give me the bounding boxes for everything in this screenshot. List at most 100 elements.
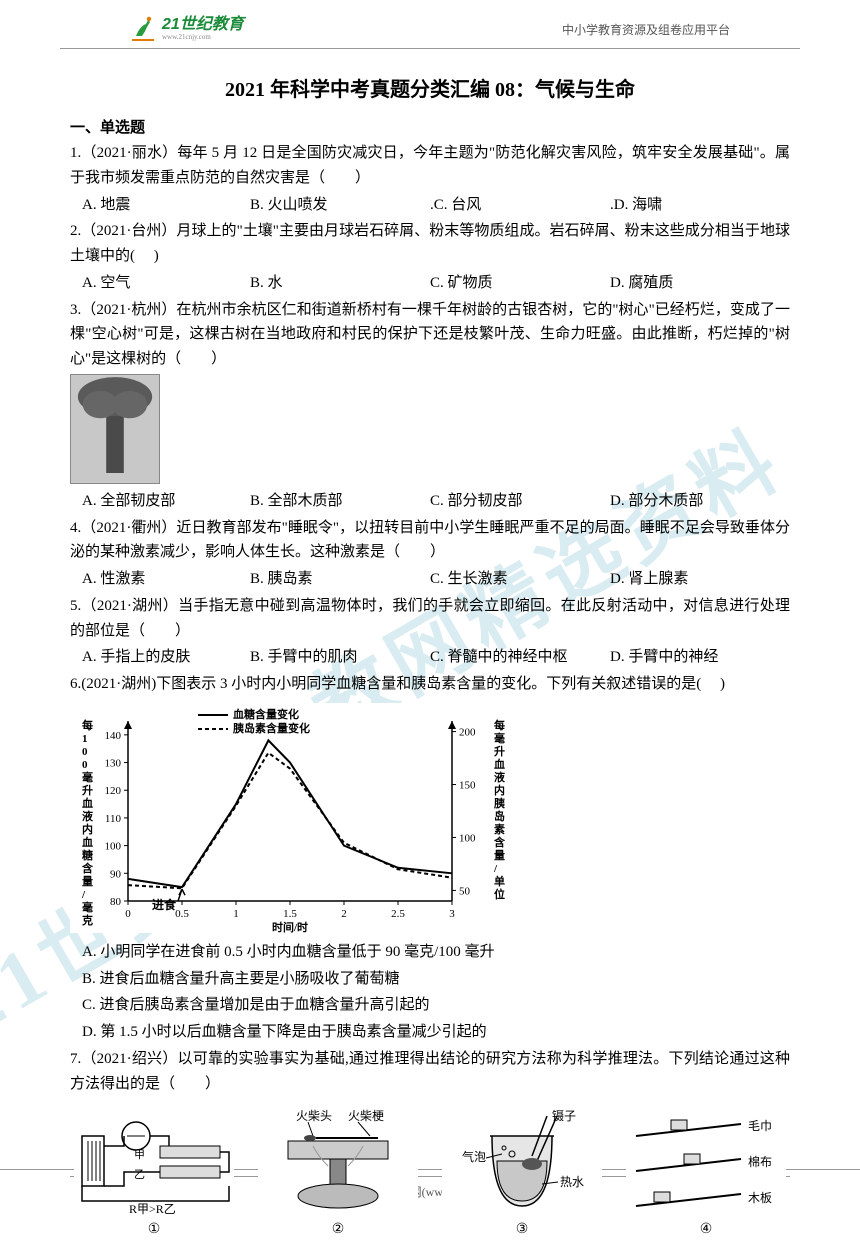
logo: 21世纪教育 www.21cnjy.com xyxy=(128,14,244,44)
diagram-3: 镊子 气泡 热水 ③ xyxy=(442,1106,602,1238)
diagram-4-label-a: 毛巾 xyxy=(748,1119,772,1133)
svg-text:液: 液 xyxy=(494,770,506,784)
svg-text:单: 单 xyxy=(494,874,505,888)
svg-text:克: 克 xyxy=(82,913,93,927)
diagram-1-label-a: 甲 xyxy=(134,1149,145,1161)
svg-text:0.5: 0.5 xyxy=(175,908,189,920)
svg-text:每: 每 xyxy=(494,718,505,732)
svg-text:0: 0 xyxy=(82,759,88,771)
diagram-4: 毛巾 棉布 木板 ④ xyxy=(626,1106,786,1238)
diagram-3-number: ③ xyxy=(442,1221,602,1238)
diagram-1-number: ① xyxy=(74,1221,234,1238)
diagram-1: 甲 乙 R甲>R乙 ① xyxy=(74,1106,234,1238)
svg-text:毫: 毫 xyxy=(82,770,93,784)
question-7-diagrams: 甲 乙 R甲>R乙 ① 火柴头 火柴梗 xyxy=(70,1106,790,1238)
question-2-options: A. 空气 B. 水 C. 矿物质 D. 腐殖质 xyxy=(70,271,790,296)
question-2-stem: 2.（2021·台州）月球上的"土壤"主要由月球岩石碎屑、粉末等物质组成。岩石碎… xyxy=(70,219,790,269)
svg-text:毫: 毫 xyxy=(82,900,93,914)
question-5-stem: 5.（2021·湖州）当手指无意中碰到高温物体时，我们的手就会立即缩回。在此反射… xyxy=(70,594,790,644)
q6-opt-c: C. 进食后胰岛素含量增加是由于血糖含量升高引起的 xyxy=(70,993,790,1018)
q2-opt-b: B. 水 xyxy=(250,271,430,296)
svg-text:2: 2 xyxy=(341,908,347,920)
q5-opt-a: A. 手指上的皮肤 xyxy=(70,645,250,670)
svg-text:含: 含 xyxy=(81,861,94,875)
svg-text:2.5: 2.5 xyxy=(391,908,405,920)
q3-opt-b: B. 全部木质部 xyxy=(250,489,430,514)
diagram-3-label-b: 气泡 xyxy=(462,1149,486,1164)
svg-text:200: 200 xyxy=(459,726,476,738)
diagram-1-label-b: 乙 xyxy=(134,1168,145,1181)
svg-text:1: 1 xyxy=(82,733,88,745)
svg-text:100: 100 xyxy=(459,832,476,844)
q3-opt-c: C. 部分韧皮部 xyxy=(430,489,610,514)
svg-text:1: 1 xyxy=(233,908,239,920)
svg-text:位: 位 xyxy=(494,887,505,901)
svg-text:0: 0 xyxy=(82,746,88,758)
svg-text:糖: 糖 xyxy=(82,848,93,862)
logo-url: www.21cnjy.com xyxy=(162,34,244,41)
diagram-3-label-c: 热水 xyxy=(560,1175,584,1189)
svg-text:液: 液 xyxy=(82,809,94,823)
q6-opt-d: D. 第 1.5 小时以后血糖含量下降是由于胰岛素含量减少引起的 xyxy=(70,1020,790,1045)
svg-text:1.5: 1.5 xyxy=(283,908,297,920)
svg-text:50: 50 xyxy=(459,885,471,897)
svg-text:血: 血 xyxy=(494,757,505,771)
q2-opt-c: C. 矿物质 xyxy=(430,271,610,296)
q5-opt-c: C. 脊髓中的神经中枢 xyxy=(430,645,610,670)
svg-text:100: 100 xyxy=(105,840,122,852)
diagram-4-label-b: 棉布 xyxy=(748,1155,772,1169)
svg-text:血: 血 xyxy=(82,796,93,810)
svg-text:血: 血 xyxy=(82,835,93,849)
svg-text:血糖含量变化: 血糖含量变化 xyxy=(233,707,299,721)
svg-text:时间/时: 时间/时 xyxy=(272,920,308,933)
q4-opt-d: D. 肾上腺素 xyxy=(610,567,790,592)
header-platform-text: 中小学教育资源及组卷应用平台 xyxy=(562,21,730,38)
diagram-2: 火柴头 火柴梗 ② xyxy=(258,1106,418,1238)
logo-runner-icon xyxy=(128,14,158,44)
question-6-stem: 6.(2021·湖州)下图表示 3 小时内小明同学血糖含量和胰岛素含量的变化。下… xyxy=(70,672,790,697)
diagram-1-caption: R甲>R乙 xyxy=(129,1202,176,1216)
q1-opt-c: .C. 台风 xyxy=(430,193,610,218)
question-1-stem: 1.（2021·丽水）每年 5 月 12 日是全国防灾减灾日，今年主题为"防范化… xyxy=(70,141,790,191)
q3-opt-a: A. 全部韧皮部 xyxy=(70,489,250,514)
svg-text:110: 110 xyxy=(105,813,122,825)
svg-text:内: 内 xyxy=(82,822,93,836)
q4-opt-c: C. 生长激素 xyxy=(430,567,610,592)
svg-text:120: 120 xyxy=(105,785,122,797)
page-content: 2021 年科学中考真题分类汇编 08：气候与生命 一、单选题 1.（2021·… xyxy=(0,49,860,1248)
q5-opt-b: B. 手臂中的肌肉 xyxy=(250,645,430,670)
q5-opt-d: D. 手臂中的神经 xyxy=(610,645,790,670)
svg-text:岛: 岛 xyxy=(494,809,505,823)
q6-opt-a: A. 小明同学在进食前 0.5 小时内血糖含量低于 90 毫克/100 毫升 xyxy=(70,940,790,965)
svg-text:150: 150 xyxy=(459,779,476,791)
svg-text:量: 量 xyxy=(494,849,505,862)
svg-text:130: 130 xyxy=(105,757,122,769)
svg-text:每: 每 xyxy=(82,718,93,732)
page-header: 21世纪教育 www.21cnjy.com 中小学教育资源及组卷应用平台 xyxy=(60,0,800,49)
question-3-options: A. 全部韧皮部 B. 全部木质部 C. 部分韧皮部 D. 部分木质部 xyxy=(70,489,790,514)
svg-text:升: 升 xyxy=(494,744,505,758)
q2-opt-d: D. 腐殖质 xyxy=(610,271,790,296)
logo-title: 21世纪教育 xyxy=(162,17,244,33)
question-3-stem: 3.（2021·杭州）在杭州市余杭区仁和街道新桥村有一棵千年树龄的古银杏树，它的… xyxy=(70,298,790,372)
diagram-2-label-a: 火柴头 xyxy=(296,1109,332,1123)
glucose-insulin-chart: 80901001101201301405010015020000.511.522… xyxy=(70,703,510,933)
q2-opt-a: A. 空气 xyxy=(70,271,250,296)
diagram-2-label-b: 火柴梗 xyxy=(348,1108,384,1123)
q1-opt-d: .D. 海啸 xyxy=(610,193,790,218)
svg-text:含: 含 xyxy=(493,835,506,849)
q6-opt-b: B. 进食后血糖含量升高主要是小肠吸收了葡萄糖 xyxy=(70,967,790,992)
page-title: 2021 年科学中考真题分类汇编 08：气候与生命 xyxy=(70,73,790,102)
question-7-stem: 7.（2021·绍兴）以可靠的实验事实为基础,通过推理得出结论的研究方法称为科学… xyxy=(70,1047,790,1097)
section-heading: 一、单选题 xyxy=(70,116,790,137)
q1-opt-b: B. 火山喷发 xyxy=(250,193,430,218)
svg-text:升: 升 xyxy=(82,783,93,797)
q1-opt-a: A. 地震 xyxy=(70,193,250,218)
question-4-stem: 4.（2021·衢州）近日教育部发布"睡眠令"，以扭转目前中小学生睡眠严重不足的… xyxy=(70,516,790,566)
question-3-image xyxy=(70,374,790,489)
svg-text:0: 0 xyxy=(125,908,131,920)
question-1-options: A. 地震 B. 火山喷发 .C. 台风 .D. 海啸 xyxy=(70,193,790,218)
q4-opt-a: A. 性激素 xyxy=(70,567,250,592)
svg-text:内: 内 xyxy=(494,783,505,797)
question-6-chart: 80901001101201301405010015020000.511.522… xyxy=(70,703,790,938)
